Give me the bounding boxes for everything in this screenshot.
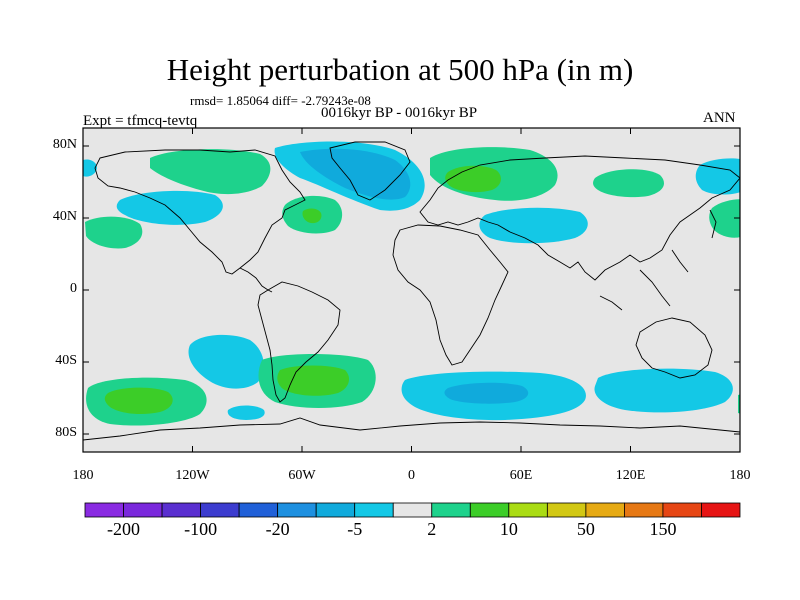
negative-anomaly-region bbox=[227, 405, 265, 420]
lon-tick-label: 180 bbox=[729, 468, 751, 483]
colorbar-tick-label: 2 bbox=[427, 519, 437, 539]
antarctica-coastline bbox=[83, 417, 740, 441]
positive-anomaly-region bbox=[593, 169, 664, 198]
negative-anomaly-region bbox=[300, 148, 411, 200]
colorbar-swatch bbox=[123, 502, 163, 518]
lat-tick-label: 80N bbox=[52, 137, 77, 152]
colorbar-swatch bbox=[624, 502, 664, 518]
positive-anomaly-region bbox=[445, 165, 501, 193]
lat-tick-label: 40S bbox=[55, 353, 77, 368]
colorbar-swatch bbox=[662, 502, 702, 518]
colorbar-swatch bbox=[84, 502, 124, 518]
colorbar-swatch bbox=[701, 502, 741, 518]
colorbar-swatch bbox=[508, 502, 548, 518]
colorbar-tick-label: 10 bbox=[499, 519, 518, 539]
lon-tick-label: 60W bbox=[288, 468, 316, 483]
europe-asia-coastline bbox=[419, 155, 740, 281]
lat-tick-label: 40N bbox=[52, 209, 77, 224]
positive-anomaly-region bbox=[150, 149, 271, 195]
positive-anomaly-region bbox=[85, 216, 143, 249]
asia-islands-coastline bbox=[599, 209, 717, 311]
colorbar-swatch bbox=[546, 502, 587, 518]
colorbar-tick-label: -20 bbox=[265, 519, 290, 539]
coastlines bbox=[83, 141, 740, 441]
anomaly-fields bbox=[83, 141, 740, 426]
greenland-coastline bbox=[329, 141, 411, 201]
negative-anomaly-region bbox=[695, 158, 740, 195]
lat-tick-label: 80S bbox=[55, 425, 77, 440]
negative-anomaly-region bbox=[83, 159, 97, 177]
negative-anomaly-region bbox=[444, 382, 529, 404]
south-america-coastline bbox=[257, 281, 341, 403]
australia-coastline bbox=[635, 317, 713, 379]
colorbar-swatch bbox=[354, 502, 394, 518]
north-america-coastline bbox=[94, 149, 306, 275]
colorbar-swatch bbox=[431, 502, 471, 518]
season-label: ANN bbox=[703, 110, 736, 126]
colorbar-swatch bbox=[200, 502, 240, 518]
lon-tick-label: 180 bbox=[72, 468, 94, 483]
africa-coastline bbox=[392, 224, 509, 366]
axis-ticks bbox=[82, 128, 741, 452]
negative-anomaly-region bbox=[594, 368, 733, 413]
lon-tick-label: 60E bbox=[509, 468, 533, 483]
positive-anomaly-region bbox=[738, 394, 740, 414]
positive-anomaly-region bbox=[104, 387, 173, 415]
colorbar-swatch bbox=[392, 502, 433, 518]
central-america-coastline bbox=[239, 267, 273, 293]
colorbar-swatch bbox=[277, 502, 317, 518]
negative-anomaly-region bbox=[479, 207, 588, 244]
positive-anomaly-region bbox=[302, 208, 322, 224]
negative-anomaly-region bbox=[116, 190, 223, 225]
colorbar-swatch bbox=[469, 502, 510, 518]
colorbar-swatch bbox=[315, 502, 356, 518]
colorbar-tick-label: 150 bbox=[649, 519, 677, 539]
plot-title: Height perturbation at 500 hPa (in m) bbox=[166, 52, 634, 87]
lon-tick-label: 120E bbox=[615, 468, 646, 483]
experiment-label: Expt = tfmcq-tevtq bbox=[83, 113, 198, 129]
stats-text: rmsd= 1.85064 diff= -2.79243e-08 bbox=[190, 93, 371, 108]
colorbar-tick-label: 50 bbox=[576, 519, 595, 539]
lat-tick-label: 0 bbox=[70, 281, 77, 296]
colorbar-tick-label: -200 bbox=[107, 519, 141, 539]
colorbar-swatch bbox=[585, 502, 625, 518]
negative-anomaly-region bbox=[188, 334, 264, 389]
lon-tick-label: 120W bbox=[175, 468, 210, 483]
colorbar-swatch bbox=[161, 502, 201, 518]
colorbar-tick-label: -100 bbox=[184, 519, 218, 539]
colorbar-swatch bbox=[238, 502, 279, 518]
colorbar bbox=[84, 502, 741, 518]
positive-anomaly-region bbox=[709, 199, 740, 238]
lon-tick-label: 0 bbox=[408, 468, 415, 483]
colorbar-tick-label: -5 bbox=[347, 519, 363, 539]
period-text: 0016kyr BP - 0016kyr BP bbox=[321, 105, 478, 121]
